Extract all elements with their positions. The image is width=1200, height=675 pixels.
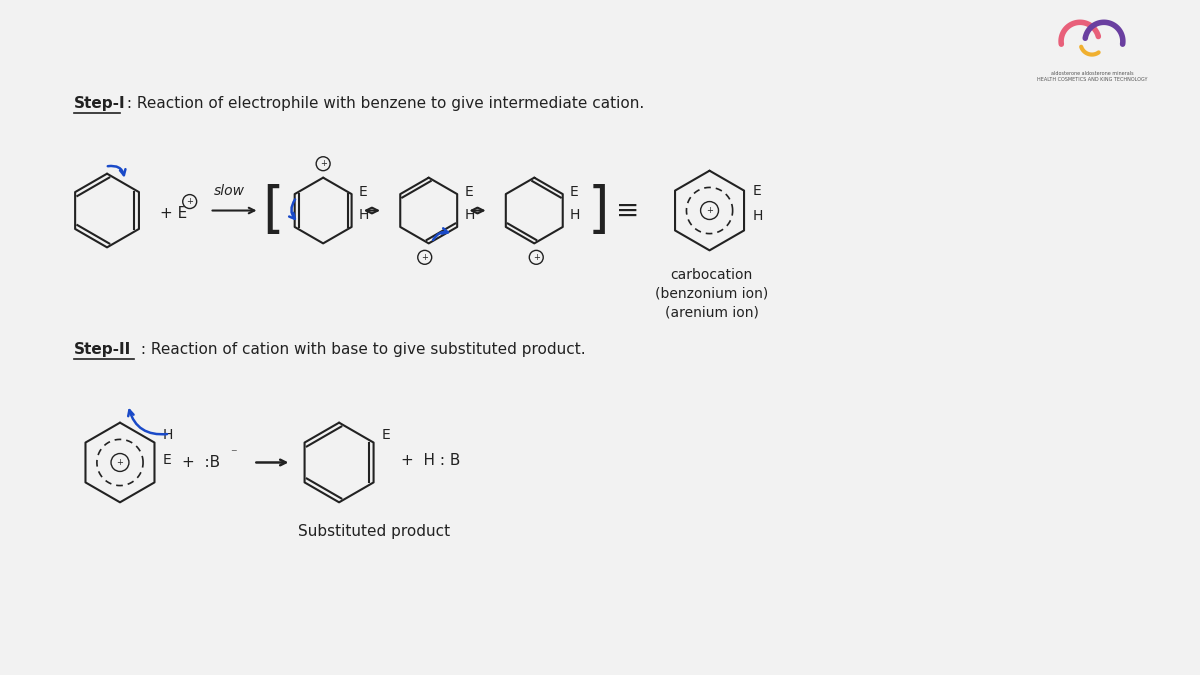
Text: H: H <box>163 427 173 441</box>
Text: +: + <box>706 206 713 215</box>
Text: H: H <box>464 209 475 223</box>
Text: +: + <box>116 458 124 467</box>
Text: : Reaction of cation with base to give substituted product.: : Reaction of cation with base to give s… <box>136 342 586 357</box>
Text: + E: + E <box>160 206 187 221</box>
Text: H: H <box>570 209 581 223</box>
Text: E: E <box>382 427 391 441</box>
Circle shape <box>529 250 544 265</box>
Text: Step-II: Step-II <box>74 342 132 357</box>
Text: +: + <box>421 253 428 262</box>
Text: slow: slow <box>214 184 245 198</box>
Text: H: H <box>359 209 370 223</box>
Circle shape <box>418 250 432 265</box>
Text: ]: ] <box>587 184 608 238</box>
Text: +: + <box>319 159 326 168</box>
Circle shape <box>182 194 197 209</box>
Text: +: + <box>186 197 193 206</box>
Text: carbocation
(benzonium ion)
(arenium ion): carbocation (benzonium ion) (arenium ion… <box>655 268 768 319</box>
Text: Substituted product: Substituted product <box>298 524 450 539</box>
Text: ⁻: ⁻ <box>230 447 238 460</box>
Circle shape <box>112 454 128 471</box>
Text: aldosterone aldosterone minerals
HEALTH COSMETICS AND KING TECHNOLOGY: aldosterone aldosterone minerals HEALTH … <box>1037 71 1147 82</box>
Text: E: E <box>752 184 761 198</box>
Text: +  H : B: + H : B <box>401 453 460 468</box>
Text: : Reaction of electrophile with benzene to give intermediate cation.: : Reaction of electrophile with benzene … <box>122 96 644 111</box>
Text: +  :B: + :B <box>181 455 220 470</box>
Text: +: + <box>533 253 540 262</box>
Text: Step-I: Step-I <box>74 96 126 111</box>
Text: ≡: ≡ <box>617 196 640 225</box>
Text: H: H <box>752 209 763 223</box>
Text: [: [ <box>263 184 284 238</box>
Circle shape <box>701 202 719 219</box>
Text: E: E <box>464 186 473 199</box>
Text: E: E <box>163 454 172 468</box>
Circle shape <box>316 157 330 171</box>
Text: E: E <box>359 186 367 199</box>
Text: E: E <box>570 186 578 199</box>
